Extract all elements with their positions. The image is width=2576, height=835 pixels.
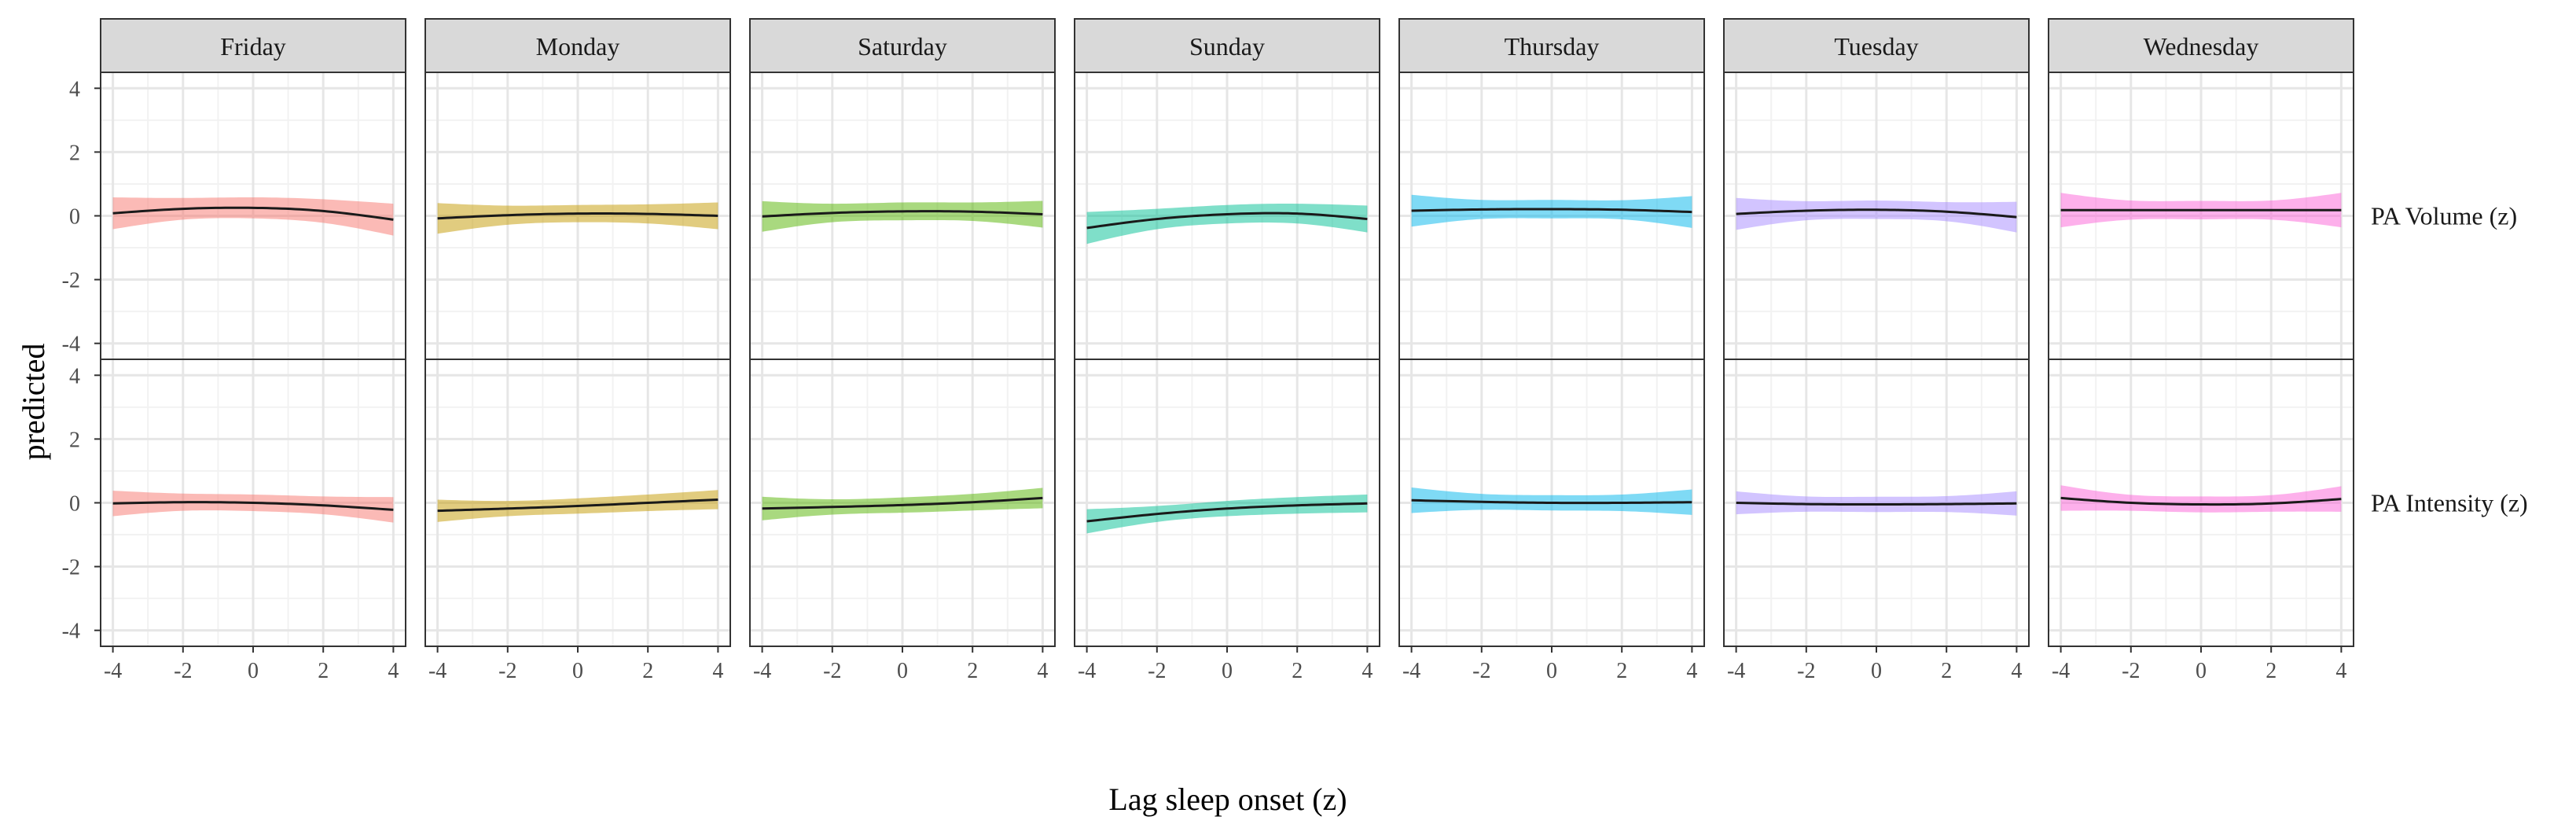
x-tick-label: 4 [388, 659, 399, 683]
x-axis-title: Lag sleep onset (z) [1108, 782, 1347, 817]
fit-line [762, 496, 1043, 510]
panel-tuesday-row-2: -4 -2 0 2 4 [1723, 359, 2030, 683]
x-tick-label: 0 [1871, 659, 1882, 683]
panel-sunday-row-1: Sunday [1074, 18, 1380, 360]
x-tick-label: 0 [2196, 659, 2207, 683]
x-tick-label: -4 [1078, 659, 1096, 683]
fit-line [2060, 496, 2342, 506]
facet-strip [2048, 18, 2354, 73]
panel-friday-row-1: Friday -4 -2 0 2 4 [62, 18, 406, 360]
confidence-ribbon [112, 491, 394, 523]
y-tick-label: -2 [62, 556, 80, 580]
y-tick-label: 2 [69, 428, 80, 452]
confidence-ribbon [2060, 485, 2342, 513]
fit-line [1086, 502, 1368, 523]
fit-line [762, 210, 1043, 218]
x-tick-label: 0 [897, 659, 908, 683]
panel-saturday-row-1: Saturday [749, 18, 1056, 360]
fit-line [112, 206, 394, 221]
fit-line [437, 498, 718, 513]
facet-row-label: PA Volume (z) [2371, 202, 2517, 230]
x-tick-label: -2 [1472, 659, 1490, 683]
panel-friday-row-2: -4 -2 0 2 4 -4 -2 0 2 4 [62, 359, 406, 683]
fit-line [112, 501, 394, 511]
y-tick-label: 0 [69, 205, 80, 230]
x-tick-label: -4 [1402, 659, 1420, 683]
panel-thursday-row-1: Thursday [1398, 18, 1705, 360]
x-tick-label: 2 [2265, 659, 2277, 683]
facet-strip [1074, 18, 1380, 73]
x-tick-label: -2 [498, 659, 516, 683]
panel-wednesday-row-2: -4 -2 0 2 4 [2048, 359, 2354, 683]
facet-strip-label: Wednesday [2144, 32, 2259, 61]
x-tick-label: -2 [1148, 659, 1166, 683]
facet-strip-label: Monday [536, 32, 620, 61]
panel-wednesday-row-1: Wednesday [2048, 18, 2354, 360]
x-tick-label: 2 [967, 659, 978, 683]
x-tick-label: 2 [1941, 659, 1952, 683]
panels-layer: Friday -4 -2 0 2 4 Monday Saturday Sunday Thursda… [62, 18, 2528, 683]
x-tick-label: -4 [104, 659, 122, 683]
confidence-ribbon [1736, 197, 2017, 233]
facet-strip [100, 18, 406, 73]
facet-strip [1723, 18, 2030, 73]
panel-sunday-row-2: -4 -2 0 2 4 [1074, 359, 1380, 683]
x-tick-label: 2 [1616, 659, 1627, 683]
x-tick-label: 0 [572, 659, 583, 683]
fit-line [437, 212, 718, 220]
fit-line [1736, 502, 2017, 506]
x-tick-label: -2 [2122, 659, 2140, 683]
x-tick-label: 4 [1361, 659, 1373, 683]
panel-tuesday-row-1: Tuesday [1723, 18, 2030, 360]
x-tick-label: -2 [174, 659, 192, 683]
confidence-ribbon [762, 200, 1043, 232]
confidence-ribbon [1411, 194, 1692, 228]
x-tick-label: -4 [428, 659, 446, 683]
y-tick-label: 0 [69, 492, 80, 517]
facet-strip-label: Sunday [1189, 32, 1265, 61]
y-tick-label: 2 [69, 141, 80, 165]
y-tick-label: 4 [69, 364, 80, 388]
fit-line [1411, 208, 1692, 214]
facet-strip [749, 18, 1056, 73]
panel-monday-row-2: -4 -2 0 2 4 [424, 359, 731, 683]
fit-line [1086, 212, 1368, 230]
confidence-ribbon [1411, 487, 1692, 515]
x-tick-label: -4 [2052, 659, 2070, 683]
panel-monday-row-1: Monday [424, 18, 731, 360]
x-tick-label: 4 [1686, 659, 1697, 683]
y-tick-label: -4 [62, 333, 80, 357]
x-tick-label: -4 [753, 659, 771, 683]
x-tick-label: 4 [2011, 659, 2022, 683]
y-tick-label: -2 [62, 269, 80, 293]
x-tick-label: 2 [318, 659, 329, 683]
x-tick-label: 0 [1222, 659, 1233, 683]
x-tick-label: -4 [1727, 659, 1745, 683]
fit-line [1411, 498, 1692, 505]
panel-thursday-row-2: -4 -2 0 2 4 [1398, 359, 1705, 683]
fit-line [1736, 208, 2017, 219]
facet-strip-label: Friday [220, 32, 286, 61]
panel-saturday-row-2: -4 -2 0 2 4 [749, 359, 1056, 683]
facet-strip-label: Tuesday [1834, 32, 1918, 61]
x-tick-label: 2 [642, 659, 653, 683]
facet-strip-label: Saturday [858, 32, 947, 61]
facet-row-label: PA Intensity (z) [2371, 489, 2528, 517]
facet-strip-label: Thursday [1505, 32, 1600, 61]
x-tick-label: 4 [712, 659, 723, 683]
y-tick-label: 4 [69, 77, 80, 101]
x-tick-label: -2 [1797, 659, 1815, 683]
confidence-ribbon [437, 202, 718, 234]
x-tick-label: 4 [2335, 659, 2346, 683]
x-tick-label: 0 [248, 659, 259, 683]
x-tick-label: 4 [1037, 659, 1048, 683]
y-axis-title: predicted [16, 344, 51, 461]
x-tick-label: 2 [1292, 659, 1303, 683]
x-tick-label: 0 [1546, 659, 1557, 683]
confidence-ribbon [112, 197, 394, 236]
y-tick-label: -4 [62, 620, 80, 644]
x-tick-label: -2 [823, 659, 841, 683]
